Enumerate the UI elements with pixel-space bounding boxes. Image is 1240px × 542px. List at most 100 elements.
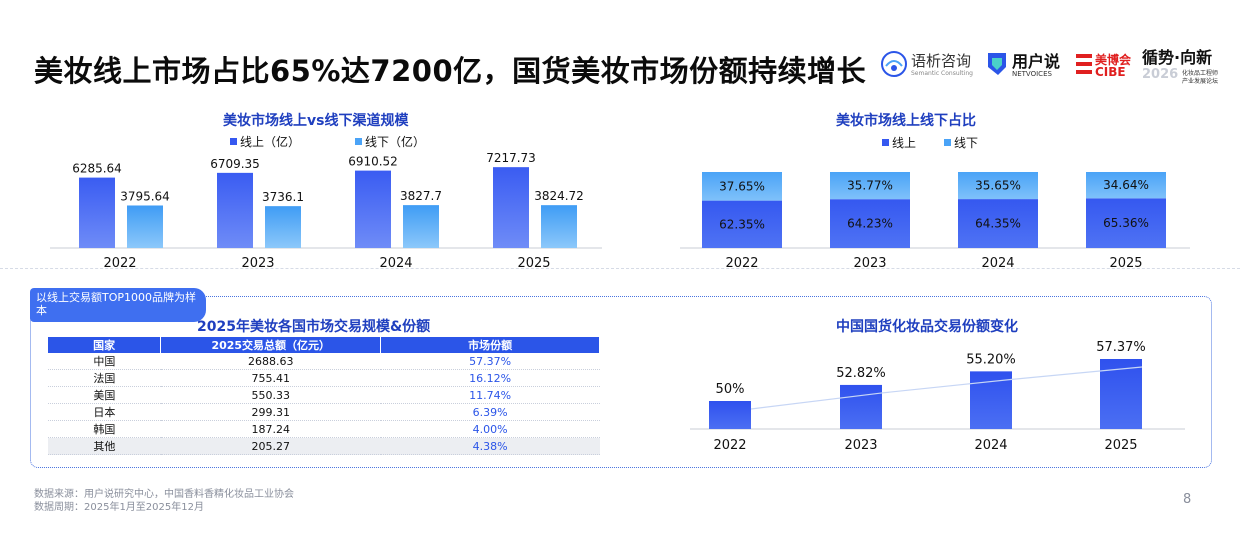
table-cell-country: 其他	[48, 437, 161, 455]
data-label: 57.37%	[1096, 340, 1146, 355]
table-cell-country: 美国	[48, 386, 161, 404]
bar-online	[958, 199, 1038, 248]
legend-swatch-online	[230, 138, 237, 145]
table-cell-amount: 550.33	[160, 386, 381, 404]
bar	[709, 401, 751, 429]
data-label: 3827.7	[400, 189, 442, 203]
table-cell-share: 11.74%	[380, 386, 600, 404]
x-tick-label: 2025	[517, 256, 550, 271]
table-row: 韩国 187.24 4.00%	[48, 420, 600, 438]
table-row: 日本 299.31 6.39%	[48, 403, 600, 421]
bar	[217, 172, 253, 248]
table-header-row: 国家 2025交易总额（亿元） 市场份额	[48, 337, 600, 353]
bar	[79, 177, 115, 248]
table-cell-amount: 755.41	[160, 369, 381, 387]
chart2-title: 美妆市场线上线下占比	[836, 113, 976, 129]
data-label-offline: 34.64%	[1103, 178, 1149, 192]
data-label-online: 64.23%	[847, 217, 893, 231]
table-cell-amount: 205.27	[160, 437, 381, 455]
data-label: 3795.64	[120, 189, 170, 203]
table-header-country: 国家	[48, 337, 162, 353]
channel-share-chart: 线上 线下 62.35% 37.65% 2022 64.23% 35.77% 2023 64.3…	[680, 136, 1190, 271]
x-tick-label: 2022	[725, 256, 758, 271]
cibe-logo-cn: 美博会	[1095, 53, 1132, 67]
table-cell-country: 法国	[48, 369, 161, 387]
data-label: 6285.64	[72, 162, 122, 176]
table-title: 2025年美妆各国市场交易规模&份额	[197, 319, 431, 335]
bar-offline	[702, 172, 782, 201]
x-tick-label: 2023	[844, 438, 877, 453]
table-cell-share: 57.37%	[380, 353, 600, 370]
legend-label-offline: 线下	[954, 136, 978, 150]
bar	[840, 384, 882, 429]
data-period-line: 数据周期：2025年1月至2025年12月	[34, 502, 204, 513]
data-label-online: 64.35%	[975, 217, 1021, 231]
bar	[403, 205, 439, 248]
page-title: 美妆线上市场占比65%达7200亿，国货美妆市场份额持续增长	[34, 54, 867, 88]
data-label: 7217.73	[486, 151, 536, 165]
table-header-amount: 2025交易总额（亿元）	[160, 337, 382, 353]
bar-online	[702, 200, 782, 248]
legend-swatch-online	[882, 139, 889, 146]
legend-swatch-offline	[355, 138, 362, 145]
data-source-line: 数据来源：用户说研究中心，中国香料香精化妆品工业协会	[34, 489, 294, 500]
legend-label-online: 线上	[892, 136, 916, 150]
table-cell-amount: 187.24	[160, 420, 381, 438]
x-tick-label: 2022	[103, 256, 136, 271]
data-label: 6709.35	[210, 157, 260, 171]
table-row: 法国 755.41 16.12%	[48, 369, 600, 387]
legend-label-online: 线上（亿）	[240, 134, 300, 149]
channel-scale-chart: 线上（亿） 线下（亿） 6285.64 3795.64 2022 6709.35 3736.…	[50, 134, 602, 271]
bar-online	[830, 199, 910, 248]
netvoices-logo-icon	[988, 53, 1006, 75]
table-row: 中国 2688.63 57.37%	[48, 353, 600, 370]
bar	[127, 205, 163, 248]
table-cell-amount: 299.31	[160, 403, 381, 421]
table-header-share: 市场份额	[380, 337, 600, 353]
table-cell-share: 16.12%	[380, 369, 600, 387]
trend-logo: 循势·向新 2026 化妆品工程师 产业发展论坛	[1142, 44, 1225, 88]
table-row: 其他 205.27 4.38%	[48, 437, 600, 455]
sample-badge: 以线上交易额TOP1000品牌为样本	[30, 288, 206, 322]
trend-logo-sub2: 产业发展论坛	[1182, 78, 1219, 85]
x-tick-label: 2022	[713, 438, 746, 453]
x-tick-label: 2023	[241, 256, 274, 271]
data-label-offline: 35.65%	[975, 179, 1021, 193]
section-divider	[0, 268, 1240, 269]
data-label: 55.20%	[966, 352, 1016, 367]
trend-logo-cn: 循势·向新	[1142, 48, 1213, 67]
table-cell-share: 4.00%	[380, 420, 600, 438]
data-source: 数据来源：用户说研究中心，中国香料香精化妆品工业协会 数据周期：2025年1月至…	[34, 488, 294, 514]
table-row: 美国 550.33 11.74%	[48, 386, 600, 404]
bar-offline	[1086, 172, 1166, 199]
table-cell-country: 日本	[48, 403, 161, 421]
x-tick-label: 2023	[853, 256, 886, 271]
netvoices-logo: 用户说 NETVOICES	[984, 44, 1070, 88]
data-label: 6910.52	[348, 155, 398, 169]
bar	[265, 206, 301, 248]
bar-online	[1086, 198, 1166, 248]
data-label-online: 65.36%	[1103, 216, 1149, 230]
table-cell-amount: 2688.63	[160, 353, 381, 370]
trend-logo-sub1: 化妆品工程师	[1182, 70, 1219, 77]
data-label-offline: 35.77%	[847, 179, 893, 193]
x-tick-label: 2024	[981, 256, 1014, 271]
data-label: 3736.1	[262, 190, 304, 204]
semantic-logo-icon	[881, 51, 907, 77]
x-tick-label: 2025	[1104, 438, 1137, 453]
bar	[493, 167, 529, 248]
bar	[355, 170, 391, 248]
bar-offline	[958, 172, 1038, 200]
legend-swatch-offline	[944, 139, 951, 146]
domestic-share-chart: 50% 2022 52.82% 2023 55.20% 2024 57.37% 2025	[690, 340, 1185, 453]
x-tick-label: 2025	[1109, 256, 1142, 271]
trend-line	[750, 366, 1143, 410]
x-tick-label: 2024	[379, 256, 412, 271]
data-label-online: 62.35%	[719, 217, 765, 231]
logo-bar: 语析咨询 Semantic Consulting 用户说 NETVOICES 美…	[880, 44, 1225, 88]
country-table: 国家 2025交易总额（亿元） 市场份额 中国 2688.63 57.37% 法…	[48, 337, 600, 455]
page-number: 8	[1183, 492, 1192, 507]
semantic-logo: 语析咨询 Semantic Consulting	[880, 44, 980, 88]
bottom-panel	[30, 296, 1212, 468]
table-cell-share: 4.38%	[380, 437, 600, 455]
